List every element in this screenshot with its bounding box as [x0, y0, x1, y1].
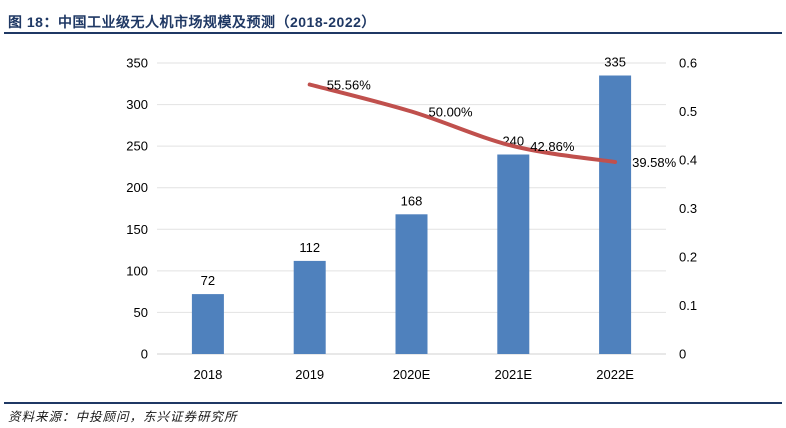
x-axis-label-2019: 2019	[295, 367, 324, 382]
x-axis-label-2018: 2018	[193, 367, 222, 382]
left-axis-tick-label: 0	[141, 347, 148, 362]
bar-value-label: 112	[299, 240, 320, 255]
right-axis-tick-label: 0.4	[679, 153, 697, 168]
bar-2021E	[497, 154, 530, 354]
growth-rate-label: 42.86%	[530, 139, 575, 154]
growth-line	[307, 82, 618, 164]
title-divider	[4, 32, 782, 34]
bar-value-label: 335	[604, 55, 626, 70]
source-note: 资料来源：中投顾问，东兴证券研究所	[8, 410, 238, 424]
x-axis-label-2022E: 2022E	[596, 367, 634, 382]
right-axis-tick-label: 0.1	[679, 298, 697, 313]
bar-value-label: 168	[401, 193, 423, 208]
right-axis-tick-label: 0.3	[679, 201, 697, 216]
right-axis-tick-label: 0.2	[679, 250, 697, 265]
bar-2018	[191, 294, 224, 354]
bar-2020E	[395, 214, 428, 354]
x-axis-label-2020E: 2020E	[393, 367, 431, 382]
growth-rate-label: 55.56%	[327, 78, 372, 93]
left-axis-tick-label: 350	[126, 56, 148, 71]
left-axis-tick-label: 150	[126, 222, 148, 237]
left-axis-tick-label: 100	[126, 263, 148, 278]
right-axis-tick-label: 0	[679, 347, 686, 362]
left-axis-tick-label: 250	[126, 139, 148, 154]
bar-2022E	[599, 75, 632, 354]
growth-rate-label: 50.00%	[429, 105, 474, 120]
figure-title: 图 18：中国工业级无人机市场规模及预测（2018-2022）	[8, 14, 376, 30]
growth-rate-label: 39.58%	[632, 155, 677, 170]
footer-divider	[4, 402, 782, 404]
left-axis-tick-label: 200	[126, 180, 148, 195]
left-axis-tick-label: 300	[126, 97, 148, 112]
right-axis-tick-label: 0.6	[679, 56, 697, 71]
right-axis-tick-label: 0.5	[679, 104, 697, 119]
bar-value-label: 72	[201, 273, 215, 288]
x-axis-label-2021E: 2021E	[495, 367, 533, 382]
bar-2019	[293, 260, 326, 354]
left-axis-tick-label: 50	[134, 305, 148, 320]
